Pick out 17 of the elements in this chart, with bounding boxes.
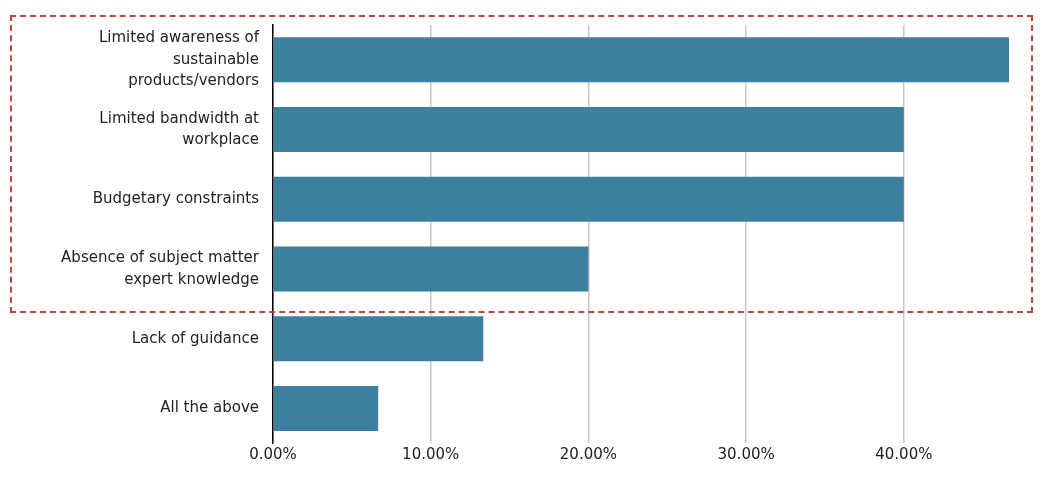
bar (273, 176, 904, 222)
bar (273, 316, 484, 362)
x-tick-label: 40.00% (875, 445, 933, 464)
y-tick-label: All the above (160, 398, 259, 417)
x-tick-label: 30.00% (717, 445, 775, 464)
x-tick-label: 10.00% (402, 445, 460, 464)
y-tick-label: Absence of subject matter expert knowledge (61, 248, 260, 288)
y-tick-label: Lack of guidance (131, 328, 259, 347)
x-tick-label: 0.00% (249, 445, 297, 464)
y-tick-label: Budgetary constraints (92, 189, 260, 208)
bar (273, 37, 1010, 83)
y-tick-label: Limited bandwidth at workplace (99, 108, 260, 149)
bar (273, 385, 379, 432)
bar (273, 246, 589, 292)
x-tick-label: 20.00% (559, 445, 618, 464)
y-tick-label: Limited awareness of sustainable products/vendors (98, 27, 260, 90)
bar (273, 106, 904, 153)
